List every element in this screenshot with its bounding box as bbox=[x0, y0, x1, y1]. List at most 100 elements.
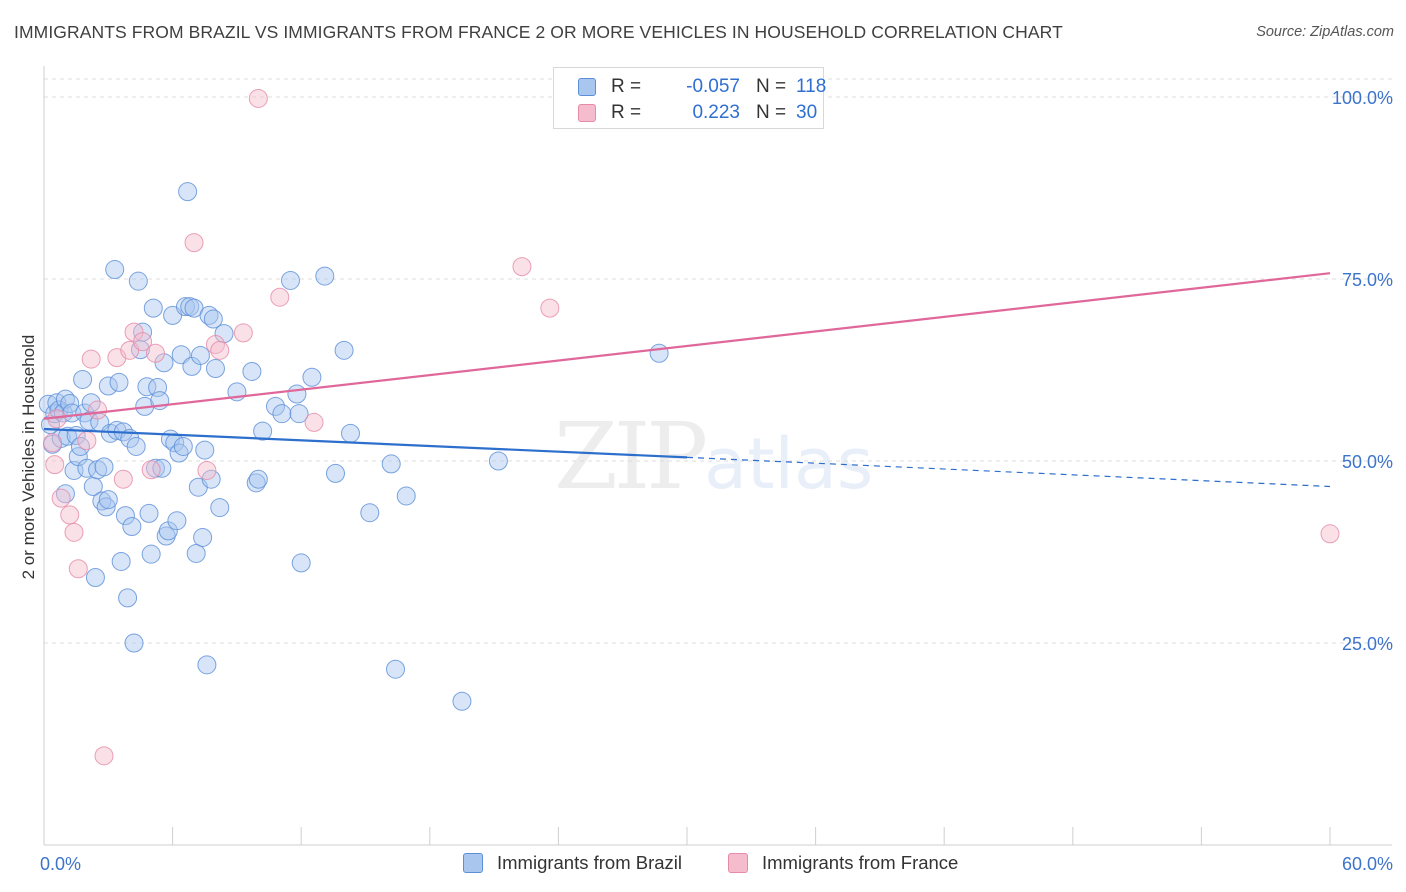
brazil-point bbox=[242, 361, 262, 381]
y-tick-label: 50.0% bbox=[1342, 452, 1393, 472]
y-tick-label: 100.0% bbox=[1332, 88, 1393, 108]
france-point bbox=[81, 349, 101, 369]
brazil-legend-label: Immigrants from Brazil bbox=[497, 852, 683, 873]
gridlines bbox=[44, 78, 1392, 644]
n-label: N = bbox=[756, 76, 787, 97]
brazil-point bbox=[386, 659, 406, 679]
brazil-point bbox=[272, 404, 292, 424]
brazil-point bbox=[381, 454, 401, 474]
brazil-point bbox=[452, 691, 472, 711]
france-point bbox=[197, 460, 217, 480]
brazil-point bbox=[289, 404, 309, 424]
brazil-point bbox=[178, 182, 198, 202]
brazil-point-series bbox=[38, 182, 669, 711]
france-swatch bbox=[578, 104, 596, 122]
brazil-point bbox=[360, 503, 380, 523]
brazil-point bbox=[302, 367, 322, 387]
chart-title: IMMIGRANTS FROM BRAZIL VS IMMIGRANTS FRO… bbox=[14, 22, 1063, 42]
brazil-point bbox=[118, 588, 138, 608]
france-point bbox=[60, 505, 80, 525]
brazil-point bbox=[60, 393, 80, 413]
brazil-point bbox=[122, 517, 142, 537]
axes bbox=[43, 66, 1392, 846]
brazil-point bbox=[141, 544, 161, 564]
brazil-point bbox=[265, 396, 285, 416]
brazil-point bbox=[98, 490, 118, 510]
brazil-point bbox=[396, 486, 416, 506]
france-point bbox=[512, 257, 532, 277]
france-point bbox=[248, 88, 268, 108]
brazil-trend-line bbox=[43, 427, 688, 459]
france-point-series bbox=[43, 87, 1340, 766]
brazil-point bbox=[137, 377, 157, 397]
n-label: N = bbox=[756, 102, 787, 123]
brazil-point bbox=[143, 298, 163, 318]
brazil-point bbox=[205, 359, 225, 379]
brazil-n-value: 118 bbox=[796, 76, 827, 97]
brazil-point bbox=[85, 567, 105, 587]
brazil-point bbox=[167, 511, 187, 531]
brazil-point bbox=[115, 506, 135, 526]
brazil-point bbox=[488, 451, 508, 471]
france-point bbox=[270, 287, 290, 307]
trend-lines bbox=[43, 272, 1331, 488]
y-axis-label: 2 or more Vehicles in Household bbox=[19, 335, 38, 580]
brazil-point bbox=[649, 343, 669, 363]
brazil-point bbox=[291, 553, 311, 573]
brazil-point bbox=[340, 423, 360, 443]
france-point bbox=[1320, 524, 1340, 544]
r-label: R = bbox=[611, 102, 642, 123]
y-tick-label: 25.0% bbox=[1342, 634, 1393, 654]
france-point bbox=[133, 332, 153, 352]
france-n-value: 30 bbox=[796, 102, 818, 123]
france-point bbox=[51, 488, 71, 508]
france-point bbox=[141, 460, 161, 480]
brazil-point bbox=[334, 340, 354, 360]
brazil-point bbox=[73, 369, 93, 389]
brazil-point bbox=[139, 503, 159, 523]
brazil-swatch bbox=[578, 78, 596, 96]
brazil-point bbox=[253, 421, 273, 441]
france-point bbox=[88, 400, 108, 420]
brazil-point bbox=[173, 436, 193, 456]
france-point bbox=[64, 522, 84, 542]
brazil-point bbox=[98, 376, 118, 396]
france-point bbox=[304, 412, 324, 432]
brazil-point bbox=[126, 436, 146, 456]
brazil-point bbox=[315, 266, 335, 286]
brazil-point bbox=[280, 270, 300, 290]
source-label: Source: ZipAtlas.com bbox=[1256, 24, 1394, 40]
brazil-point bbox=[124, 633, 144, 653]
brazil-point bbox=[195, 440, 215, 460]
correlation-legend: R = -0.057 N = 118 R = 0.223 N = 30 bbox=[553, 67, 827, 129]
x-tick-label: 0.0% bbox=[40, 854, 81, 874]
brazil-r-value: -0.057 bbox=[686, 76, 740, 97]
brazil-point bbox=[248, 469, 268, 489]
brazil-point bbox=[197, 655, 217, 675]
r-label: R = bbox=[611, 76, 642, 97]
brazil-point bbox=[210, 498, 230, 518]
brazil-point bbox=[325, 463, 345, 483]
france-point bbox=[233, 323, 253, 343]
france-point bbox=[540, 298, 560, 318]
france-point bbox=[43, 433, 63, 453]
x-tick-label: 60.0% bbox=[1342, 854, 1393, 874]
france-legend-swatch bbox=[728, 853, 748, 873]
brazil-point bbox=[105, 260, 125, 280]
brazil-point bbox=[94, 457, 114, 477]
france-point bbox=[77, 431, 97, 451]
brazil-point bbox=[190, 345, 210, 365]
brazil-point bbox=[128, 271, 148, 291]
tick-labels: 25.0% 50.0% 75.0% 100.0% 0.0% 60.0% bbox=[40, 88, 1393, 874]
brazil-point bbox=[201, 469, 221, 489]
france-point bbox=[94, 746, 114, 766]
france-legend-label: Immigrants from France bbox=[762, 852, 959, 873]
brazil-point bbox=[203, 309, 223, 329]
y-tick-label: 75.0% bbox=[1342, 270, 1393, 290]
brazil-legend-swatch bbox=[463, 853, 483, 873]
france-point bbox=[210, 340, 230, 360]
brazil-point bbox=[81, 393, 101, 413]
france-trend-line bbox=[43, 272, 1331, 420]
france-point bbox=[45, 455, 65, 475]
